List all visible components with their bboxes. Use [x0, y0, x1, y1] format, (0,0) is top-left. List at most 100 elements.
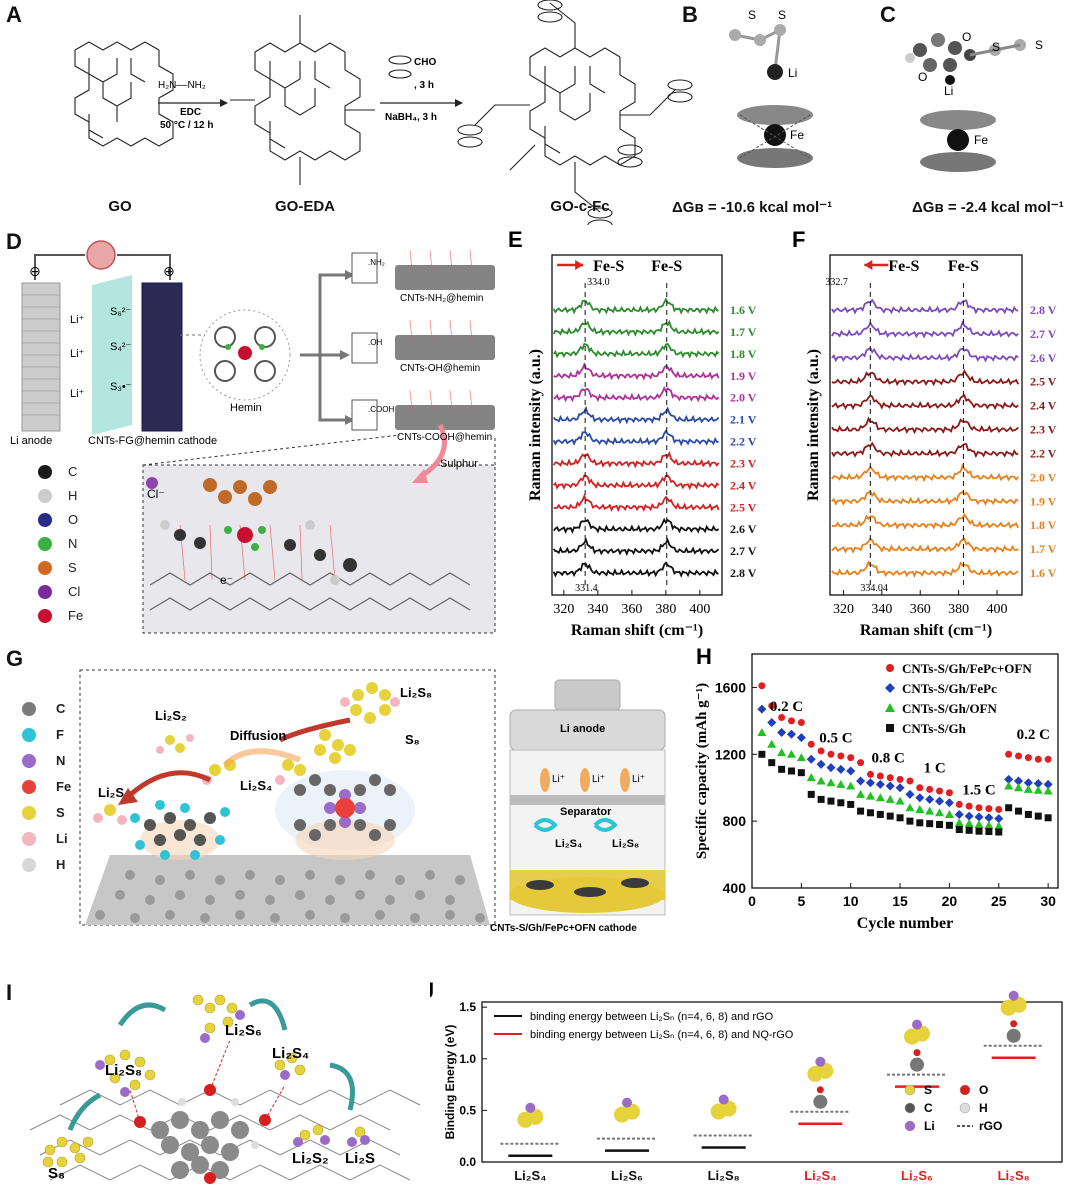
fe-s-label-1: Fe-S: [888, 258, 919, 275]
x-tick-label: 320: [833, 602, 854, 617]
spectrum-line: [552, 405, 720, 425]
legend-dot: [22, 754, 36, 768]
panel-i: I Li₂S₆ Li₂S₄ Li₂S₈ S₈: [0, 980, 430, 1193]
y-axis-label: Binding Energy (eV): [443, 1025, 457, 1140]
species-s3: S₃•⁻: [110, 381, 132, 393]
spectrum-line: [831, 346, 1019, 363]
caption-go-c-fc: GO-c-Fc: [550, 198, 610, 215]
atom-o2: O: [918, 70, 928, 84]
raman-chart-f: F 320 340 360 380 400 Raman shift (cm⁻¹) Raman …: [792, 227, 1057, 639]
x-tick-label: 360: [621, 602, 642, 617]
legend-text: Li: [56, 831, 68, 846]
caption-go-eda: GO-EDA: [275, 198, 335, 215]
label-s8: S₈: [405, 732, 420, 747]
data-point: [807, 790, 815, 798]
species-s8: S₈: [48, 1165, 66, 1182]
liion-2: Li⁺: [70, 348, 85, 360]
x-tick-label: 400: [689, 602, 710, 617]
data-point: [1024, 754, 1032, 762]
legend-label: CNTs-S/Gh/FePc+OFN: [902, 661, 1032, 676]
x-tick-label: 360: [910, 602, 931, 617]
data-point: [816, 759, 826, 769]
rate-label: 0.5 C: [819, 731, 852, 747]
legend-dot: [22, 780, 36, 794]
panel-label: F: [792, 227, 805, 252]
species-li2s4: Li₂S₄: [272, 1045, 310, 1062]
spectrum-line: [552, 561, 719, 578]
series-label: 2.5 V: [730, 500, 757, 514]
data-point: [1005, 804, 1013, 812]
data-point: [758, 682, 766, 690]
data-point: [1024, 810, 1032, 818]
series-label: 2.3 V: [730, 456, 757, 470]
panel-label-b: B: [682, 2, 698, 27]
x-tick-label: 400: [987, 602, 1008, 617]
spectrum-line: [831, 394, 1019, 411]
spectrum-line: [831, 537, 1019, 554]
species-s4: S₄²⁻: [110, 341, 132, 353]
x-tick-label: 380: [655, 602, 676, 617]
data-point: [796, 733, 806, 743]
hemin-schematic: [21, 240, 496, 634]
top-peak-value: 334.0: [587, 277, 610, 288]
data-point: [865, 778, 875, 788]
data-point: [915, 804, 925, 813]
legend-atom-label: O: [979, 1083, 988, 1097]
data-point: [807, 740, 815, 748]
sulfur-atom: [720, 1100, 737, 1117]
lithium-atom: [622, 1097, 632, 1108]
series-label: 2.5 V: [1030, 375, 1057, 389]
panel-label-a: A: [6, 2, 22, 27]
data-point: [994, 821, 1004, 830]
atom-fe-c: Fe: [974, 133, 989, 147]
data-point: [1033, 785, 1043, 794]
y-tick-label: 400: [723, 880, 747, 896]
y-tick-label: 1.5: [459, 1000, 476, 1014]
battery-cathode: CNTs-S/Gh/FePc+OFN cathode: [490, 923, 637, 934]
data-point: [787, 767, 795, 775]
panel-c: C O O S S Li Fe ΔGʙ = -2.4 kcal mol⁻¹: [880, 0, 1072, 225]
legend-marker: [886, 724, 894, 732]
data-point: [1023, 784, 1033, 793]
y-tick-label: 800: [723, 813, 747, 829]
label-li2s4: Li₂S₄: [240, 778, 273, 793]
dft-structure-c: [905, 33, 1026, 172]
legend-text: H: [56, 857, 66, 872]
legend-atom-label: S: [924, 1083, 932, 1097]
series-label: 2.3 V: [1030, 423, 1057, 437]
legend-item: S: [28, 557, 118, 581]
legend-dot: [22, 728, 36, 742]
oxygen-atom: [913, 1049, 921, 1057]
data-point: [857, 807, 865, 815]
data-point: [915, 793, 925, 803]
data-point: [817, 747, 825, 755]
oxygen-atom: [816, 1086, 824, 1094]
data-point: [975, 827, 983, 835]
data-point: [836, 764, 846, 774]
data-point: [1014, 783, 1024, 792]
data-point: [846, 781, 856, 790]
battery-liion-2: Li⁺: [592, 774, 606, 785]
top-peak-value: 332.7: [825, 277, 848, 288]
plot-frame: [751, 653, 1059, 889]
liion-3: Li⁺: [70, 388, 85, 400]
nq-rgo-schematic: [29, 994, 421, 1184]
data-point: [995, 805, 1003, 813]
x-tick-label: 0: [748, 893, 756, 909]
data-point: [965, 802, 973, 810]
series-label: 2.6 V: [730, 522, 757, 536]
data-point: [1034, 812, 1042, 820]
caption-go: GO: [108, 198, 132, 215]
battery-liion-3: Li⁺: [632, 774, 646, 785]
x-tick-label: 25: [991, 893, 1007, 909]
data-point: [876, 810, 884, 818]
legend-text: binding energy between Li₂Sₙ (n=4, 6, 8)…: [530, 1029, 794, 1041]
legend-item: O: [28, 509, 118, 533]
data-point: [1005, 750, 1013, 758]
data-point: [925, 806, 935, 815]
spectrum-line: [553, 474, 720, 491]
data-point: [895, 796, 905, 805]
series-label: 1.8 V: [1030, 518, 1057, 532]
x-axis-label: Raman shift (cm⁻¹): [571, 622, 703, 639]
